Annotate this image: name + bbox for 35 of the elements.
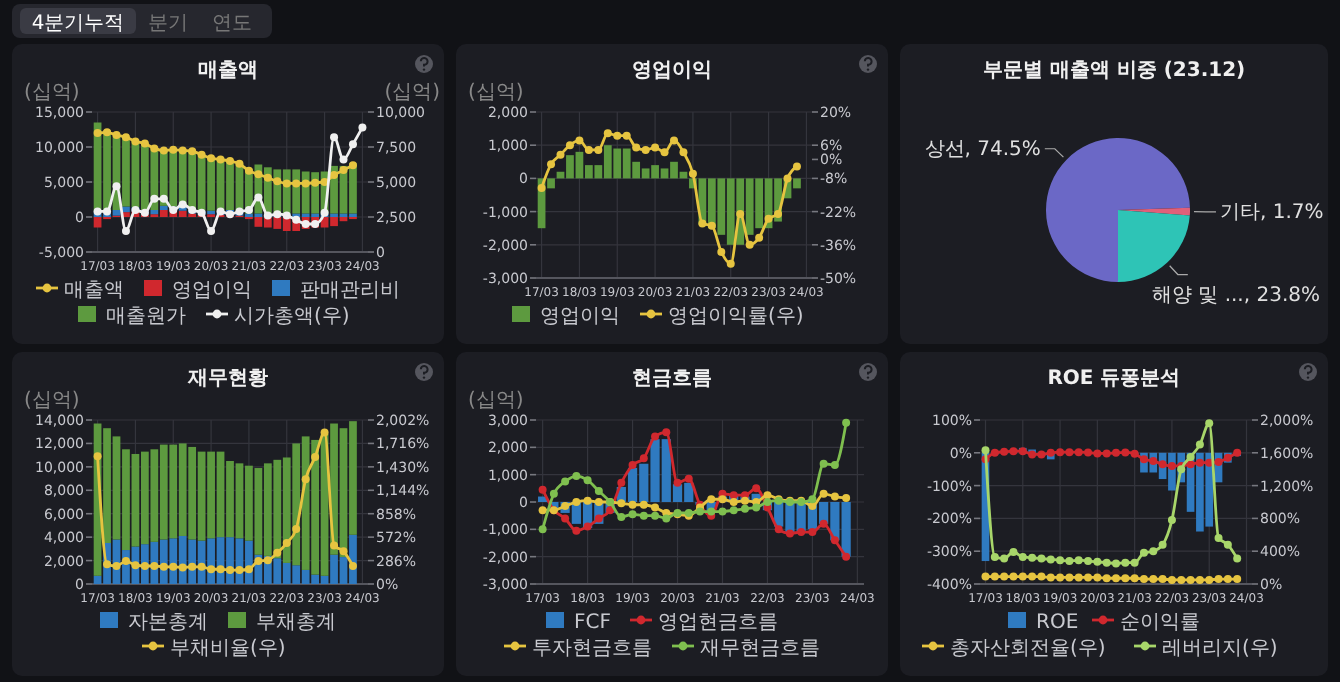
chart-title: 부문별 매출액 비중 (23.12)	[982, 60, 1246, 82]
chart-title: ROE 듀퐁분석	[1047, 368, 1181, 390]
text: 연도	[212, 13, 252, 35]
text: 분기	[148, 13, 188, 35]
chart-title: 매출액	[198, 60, 258, 82]
chart-title: 재무현황	[186, 368, 268, 390]
legend-label: 영업이익률(우)	[668, 306, 804, 328]
slice-label: 상선, 74.5%	[924, 138, 1041, 161]
legend-label: 매출액	[64, 280, 124, 302]
legend-label: 매출원가	[106, 306, 186, 328]
legend-label: FCF	[574, 612, 612, 634]
legend-label: 부채총계	[256, 612, 336, 634]
legend-label: 영업이익	[172, 280, 252, 302]
legend-label: 투자현금흐름	[532, 638, 652, 660]
legend-label: 영업이익	[540, 306, 620, 328]
legend-label: 순이익률	[1120, 612, 1200, 634]
slice-label: 해양 및 ..., 23.8%	[1151, 284, 1320, 307]
legend-label: 영업현금흐름	[658, 612, 778, 634]
legend-label: 자본총계	[128, 612, 208, 634]
chart-title: 영업이익	[632, 60, 712, 82]
chart-title: 현금흐름	[632, 368, 712, 390]
y-axis-title: (십억)	[24, 390, 80, 412]
legend-label: 재무현금흐름	[700, 638, 820, 660]
legend-label: 시가총액(우)	[234, 306, 350, 328]
legend-label: 레버리지(우)	[1162, 638, 1278, 660]
legend-label: 판매관리비	[300, 280, 400, 302]
slice-label: 기타, 1.7%	[1219, 201, 1324, 224]
legend-label: 총자산회전율(우)	[950, 638, 1106, 660]
legend-label: 부채비율(우)	[170, 638, 286, 660]
y-axis-title: (십억)	[468, 390, 524, 412]
y-axis-title: (십억)	[468, 82, 524, 104]
text: 4분기누적	[31, 13, 125, 35]
y-axis-title: (십억)	[24, 82, 80, 104]
legend-label: ROE	[1036, 612, 1079, 634]
y2-axis-title: (십억)	[384, 82, 441, 104]
